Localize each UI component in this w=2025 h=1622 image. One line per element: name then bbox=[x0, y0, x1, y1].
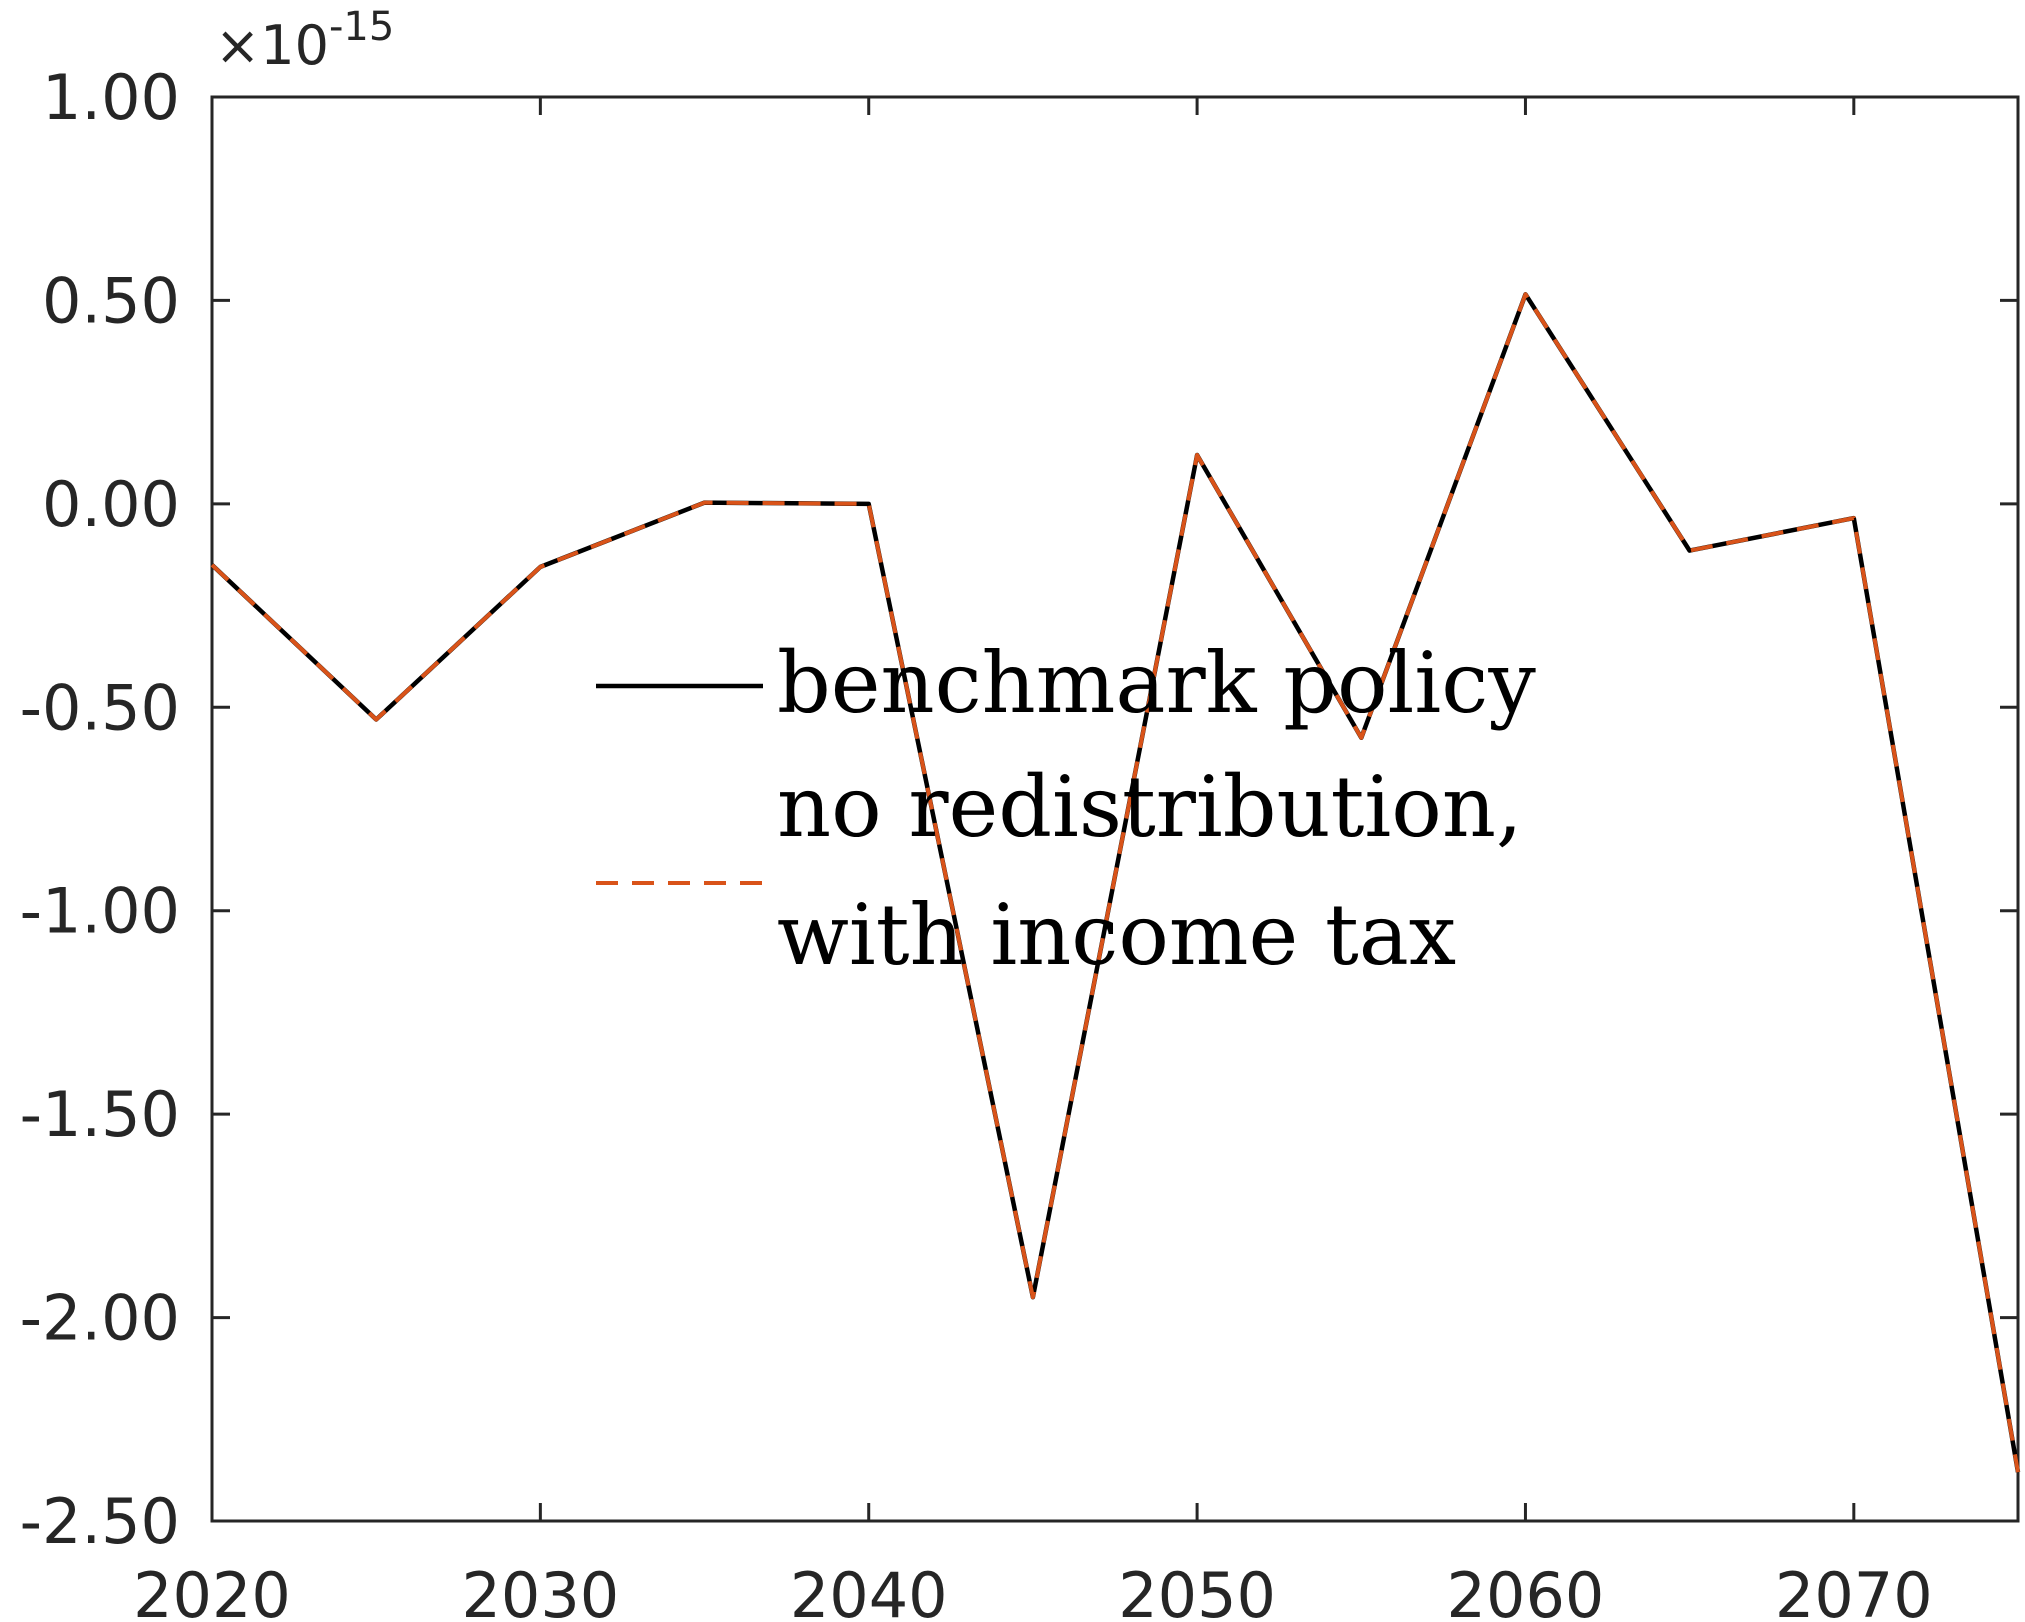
y-tick-label: -1.50 bbox=[20, 1078, 180, 1151]
legend-label-no-redistribution-line-1: no redistribution, bbox=[777, 758, 1523, 856]
y-tick-label: -1.00 bbox=[20, 875, 180, 948]
x-tick-label: 2070 bbox=[1775, 1559, 1933, 1622]
x-tick-labels: 2020 2030 2040 2050 2060 2070 bbox=[133, 1559, 1933, 1622]
y-axis-multiplier: ×10 bbox=[215, 14, 329, 77]
legend: benchmark policy no redistribution, with i… bbox=[596, 634, 1536, 984]
x-tick-label: 2060 bbox=[1447, 1559, 1605, 1622]
axes-frame bbox=[210, 95, 2020, 1523]
x-tick-label: 2040 bbox=[790, 1559, 948, 1622]
series-line-2 bbox=[210, 292, 2020, 1473]
y-axis-exponent-value: -15 bbox=[329, 4, 394, 50]
x-tick-label: 2020 bbox=[133, 1559, 291, 1622]
legend-label-no-redistribution-line-2: with income tax bbox=[777, 886, 1456, 984]
y-tick-label: 0.50 bbox=[42, 264, 180, 337]
y-tick-labels: 1.00 0.50 0.00 -0.50 -1.00 -1.50 -2.00 -2.50 bbox=[20, 61, 180, 1558]
y-tick-label: -2.00 bbox=[20, 1282, 180, 1355]
x-tick-label: 2050 bbox=[1118, 1559, 1276, 1622]
x-tick-label: 2030 bbox=[461, 1559, 619, 1622]
y-tick-label: 1.00 bbox=[42, 61, 180, 134]
legend-label-benchmark: benchmark policy bbox=[777, 634, 1536, 732]
y-axis-exponent: ×10-15 bbox=[215, 4, 394, 77]
series-lines bbox=[210, 292, 2021, 1473]
tick-marks bbox=[210, 95, 2018, 1523]
y-tick-label: -0.50 bbox=[20, 671, 180, 744]
plot-box bbox=[210, 95, 2020, 1523]
y-tick-label: 0.00 bbox=[42, 468, 180, 541]
y-tick-label: -2.50 bbox=[20, 1485, 180, 1558]
